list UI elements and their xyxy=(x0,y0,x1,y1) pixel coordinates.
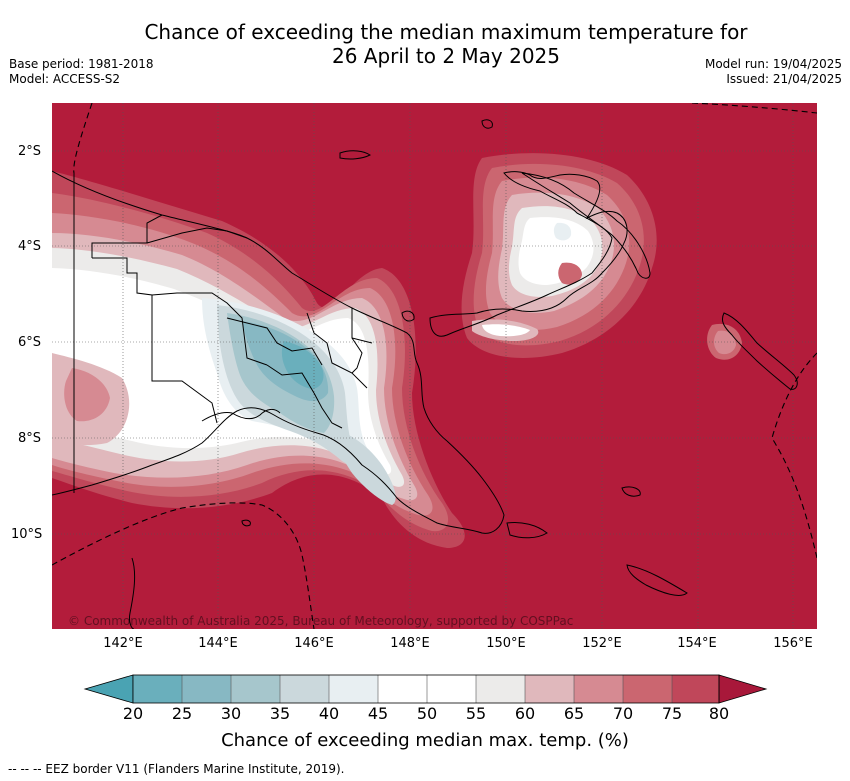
eez-south xyxy=(52,502,315,629)
meta-left: Base period: 1981-2018 Model: ACCESS-S2 xyxy=(9,57,154,87)
colorbar-tick-40: 40 xyxy=(318,704,340,723)
colorbar-bin-25 xyxy=(182,675,231,703)
colorbar-bin-40 xyxy=(329,675,378,703)
title-line-2: 26 April to 2 May 2025 xyxy=(332,44,560,68)
gulf-coast-detail xyxy=(201,408,281,422)
lon-label-146e: 146°E xyxy=(294,636,334,651)
probability-map: © Commonwealth of Australia 2025, Bureau… xyxy=(52,103,817,629)
colorbar-bin-35 xyxy=(280,675,329,703)
province-border-9 xyxy=(351,337,363,374)
eez-north xyxy=(73,103,93,174)
colorbar-low-extend xyxy=(83,674,134,704)
issued-date: Issued: 21/04/2025 xyxy=(726,72,842,86)
colorbar-label: Chance of exceeding median max. temp. (%… xyxy=(221,730,629,751)
colorbar-tick-45: 45 xyxy=(367,704,389,723)
province-border-7 xyxy=(313,392,343,429)
eez-ne xyxy=(691,103,817,114)
north-islet-2 xyxy=(401,310,415,322)
province-border-6 xyxy=(266,364,315,394)
lat-label-2s: 2°S xyxy=(18,144,42,159)
lon-label-152e: 152°E xyxy=(582,636,622,651)
colorbar-tick-70: 70 xyxy=(612,704,634,723)
louisiade-islet xyxy=(621,486,641,497)
colorbar-bin-50 xyxy=(427,675,476,703)
colorbar-tick-65: 65 xyxy=(563,704,585,723)
lat-label-10s: 10°S xyxy=(11,527,43,542)
colorbar-bin-60 xyxy=(525,675,574,703)
bougainville-65 xyxy=(713,330,736,355)
colorbar-frame xyxy=(132,674,720,704)
lon-label-144e: 144°E xyxy=(198,636,238,651)
dentrecasteaux-coast xyxy=(506,522,548,539)
model-name: Model: ACCESS-S2 xyxy=(9,72,121,86)
new-guinea-north-coast xyxy=(52,170,448,442)
chart-title: Chance of exceeding the median maximum t… xyxy=(0,20,850,68)
manus-island xyxy=(339,150,371,160)
west-pocket-65 xyxy=(64,368,110,422)
colorbar-bin-20 xyxy=(133,675,182,703)
bougainville-coast xyxy=(721,312,798,390)
colorbar-tick-80: 80 xyxy=(708,704,730,723)
lon-label-156e: 156°E xyxy=(773,636,813,651)
meta-right: Model run: 19/04/2025 Issued: 21/04/2025 xyxy=(705,57,842,87)
lon-label-148e: 148°E xyxy=(390,636,430,651)
cape-york-coast xyxy=(129,557,136,629)
coastlines xyxy=(52,119,798,629)
colorbar-bin-70 xyxy=(623,675,672,703)
nb-south-50 xyxy=(482,324,530,337)
province-border-2 xyxy=(151,292,268,366)
province-border-1 xyxy=(92,257,218,424)
province-border-5 xyxy=(226,317,323,366)
lat-label-8s: 8°S xyxy=(18,431,42,446)
colorbar-tick-25: 25 xyxy=(171,704,193,723)
colorbar-bin-55 xyxy=(476,675,525,703)
nb-pocket-70 xyxy=(558,262,582,285)
colorbar-tick-60: 60 xyxy=(514,704,536,723)
province-border-10 xyxy=(351,308,373,344)
torres-islet xyxy=(241,519,251,527)
province-border-8 xyxy=(306,312,368,389)
colorbar-bin-75 xyxy=(672,675,719,703)
model-run: Model run: 19/04/2025 xyxy=(704,57,842,71)
lon-label-150e: 150°E xyxy=(486,636,526,651)
new-guinea-south-coast xyxy=(52,407,505,534)
province-border-4 xyxy=(146,227,248,244)
gridlines xyxy=(52,103,817,629)
lon-label-142e: 142°E xyxy=(103,636,143,651)
new-britain-coast xyxy=(429,171,628,337)
colorbar-high-extend xyxy=(718,674,768,704)
lat-label-4s: 4°S xyxy=(18,239,42,254)
map-panel: © Commonwealth of Australia 2025, Bureau… xyxy=(52,103,817,629)
colorbar-tick-35: 35 xyxy=(269,704,291,723)
colorbar-tick-55: 55 xyxy=(465,704,487,723)
colorbar-dividers xyxy=(181,675,673,703)
copyright-notice: © Commonwealth of Australia 2025, Bureau… xyxy=(68,614,573,628)
louisiade-coast xyxy=(626,564,688,596)
lat-label-6s: 6°S xyxy=(18,335,42,350)
se-tail-35 xyxy=(330,428,396,505)
eez-borders xyxy=(52,103,817,629)
colorbar-bin-30 xyxy=(231,675,280,703)
colorbar-tick-30: 30 xyxy=(220,704,242,723)
colorbar-tick-75: 75 xyxy=(661,704,683,723)
nb-pocket-40 xyxy=(553,222,572,241)
title-line-1: Chance of exceeding the median maximum t… xyxy=(144,20,748,44)
new-ireland-coast xyxy=(521,172,651,279)
central-band-20 xyxy=(281,341,324,389)
base-period: Base period: 1981-2018 xyxy=(9,57,154,71)
colorbar-bin-65 xyxy=(574,675,623,703)
eez-footnote: -- -- -- EEZ border V11 (Flanders Marine… xyxy=(8,762,345,776)
lon-label-154e: 154°E xyxy=(677,636,717,651)
colorbar-tick-50: 50 xyxy=(416,704,438,723)
north-islet-1 xyxy=(481,119,493,129)
colorbar-tick-20: 20 xyxy=(122,704,144,723)
colorbar-bin-45 xyxy=(378,675,427,703)
